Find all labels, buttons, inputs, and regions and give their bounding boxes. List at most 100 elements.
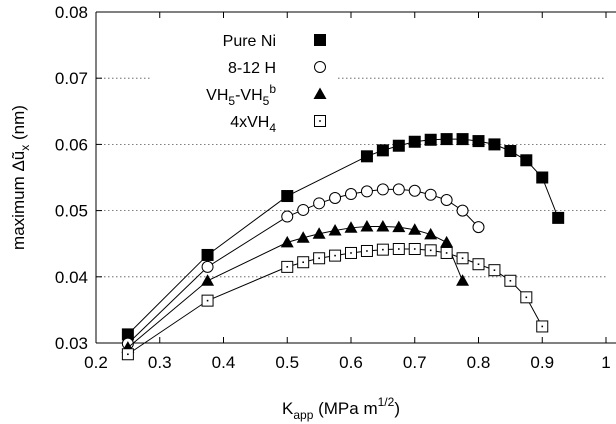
legend-marker xyxy=(314,115,326,127)
series-line xyxy=(127,138,559,335)
y-tick-label: 0.03 xyxy=(55,334,88,353)
data-point xyxy=(360,219,374,232)
data-point xyxy=(424,188,437,201)
x-tick-label: 0.3 xyxy=(148,353,172,372)
data-point xyxy=(121,348,134,361)
marker-dot xyxy=(334,254,336,257)
y-tick-label: 0.06 xyxy=(55,135,88,154)
marker-dot xyxy=(541,325,544,328)
data-point xyxy=(536,320,549,333)
data-point xyxy=(456,133,469,146)
legend-item-3: 4xVH4 xyxy=(230,114,326,135)
x-tick-label: 0.4 xyxy=(212,353,236,372)
series-0 xyxy=(121,133,565,341)
data-point xyxy=(504,274,517,287)
y-tick-label: 0.08 xyxy=(55,3,88,22)
data-point xyxy=(376,144,389,157)
data-point xyxy=(344,221,358,233)
data-point xyxy=(329,249,342,262)
data-point xyxy=(392,242,405,255)
legend-marker xyxy=(314,61,326,73)
data-point xyxy=(488,264,501,277)
data-point xyxy=(329,192,342,205)
data-point xyxy=(456,204,469,217)
x-axis-label: Kapp (MPa m1/2) xyxy=(282,395,400,422)
legend-item-2: VH5-VH5b xyxy=(206,82,327,108)
data-point xyxy=(472,258,485,271)
data-point xyxy=(297,256,310,269)
marker-dot xyxy=(366,250,368,252)
series-2 xyxy=(121,219,470,353)
grid-lines xyxy=(96,77,606,278)
marker-dot xyxy=(429,249,432,252)
data-point xyxy=(280,235,294,248)
marker-dot xyxy=(302,261,304,264)
data-point xyxy=(504,145,517,158)
marker-dot xyxy=(318,257,320,260)
legend-label: 4xVH4 xyxy=(230,114,276,135)
x-tick-label: 1 xyxy=(601,353,610,372)
x-tick-label: 0.7 xyxy=(403,353,427,372)
series-3 xyxy=(121,242,549,361)
x-tick-label: 0.2 xyxy=(84,353,108,372)
data-point xyxy=(312,227,326,239)
data-point xyxy=(201,248,214,261)
data-point xyxy=(472,135,485,148)
marker-dot xyxy=(398,248,400,250)
marker-dot xyxy=(477,263,480,266)
data-point xyxy=(440,235,454,248)
legend: Pure Ni 8-12 H VH5-VH5b 4xVH4 xyxy=(206,33,327,135)
data-point xyxy=(360,185,373,198)
marker-dot xyxy=(509,279,512,282)
data-point xyxy=(440,194,453,207)
series-1 xyxy=(121,183,485,350)
marker-dot xyxy=(461,257,464,260)
data-point xyxy=(201,274,215,286)
data-point xyxy=(376,219,390,232)
marker-dot xyxy=(493,269,496,271)
data-point xyxy=(440,246,453,259)
data-point xyxy=(488,138,501,151)
data-point xyxy=(313,197,326,210)
data-point xyxy=(360,244,373,257)
data-point xyxy=(472,221,485,234)
marker-dot xyxy=(350,252,352,254)
data-point xyxy=(376,243,389,256)
data-point xyxy=(392,183,405,196)
data-point xyxy=(424,133,437,146)
marker-dot xyxy=(286,266,289,268)
data-point xyxy=(456,252,469,265)
marker-dot xyxy=(319,120,321,122)
axes: 0.03 0.04 0.05 0.06 0.07 0.08 0.2 0.3 0.4 0.5 0.6 0… xyxy=(55,3,616,372)
data-point xyxy=(424,244,437,257)
legend-label: Pure Ni xyxy=(223,33,276,50)
data-point xyxy=(408,135,421,148)
data-point xyxy=(408,223,422,235)
data-point xyxy=(408,184,421,197)
data-point xyxy=(392,220,406,233)
x-tick-label: 0.9 xyxy=(530,353,554,372)
data-point xyxy=(297,203,310,216)
data-point xyxy=(296,231,310,243)
data-point xyxy=(376,183,389,196)
data-point xyxy=(520,291,533,304)
y-tick-label: 0.04 xyxy=(55,268,88,287)
marker-dot xyxy=(445,252,448,254)
legend-label: 8-12 H xyxy=(228,60,276,77)
data-point xyxy=(281,190,294,203)
data-point xyxy=(552,211,565,224)
data-point xyxy=(313,252,326,265)
data-point xyxy=(345,246,357,259)
data-point xyxy=(121,328,134,341)
data-point xyxy=(281,260,294,273)
y-tick-label: 0.07 xyxy=(55,69,88,88)
data-point xyxy=(345,188,357,201)
data-point xyxy=(360,150,373,163)
marker-dot xyxy=(206,299,209,302)
legend-label: VH5-VH5b xyxy=(206,82,276,108)
data-point xyxy=(520,154,533,167)
data-point xyxy=(424,227,438,240)
x-tick-label: 0.6 xyxy=(339,353,363,372)
marker-dot xyxy=(127,353,129,356)
